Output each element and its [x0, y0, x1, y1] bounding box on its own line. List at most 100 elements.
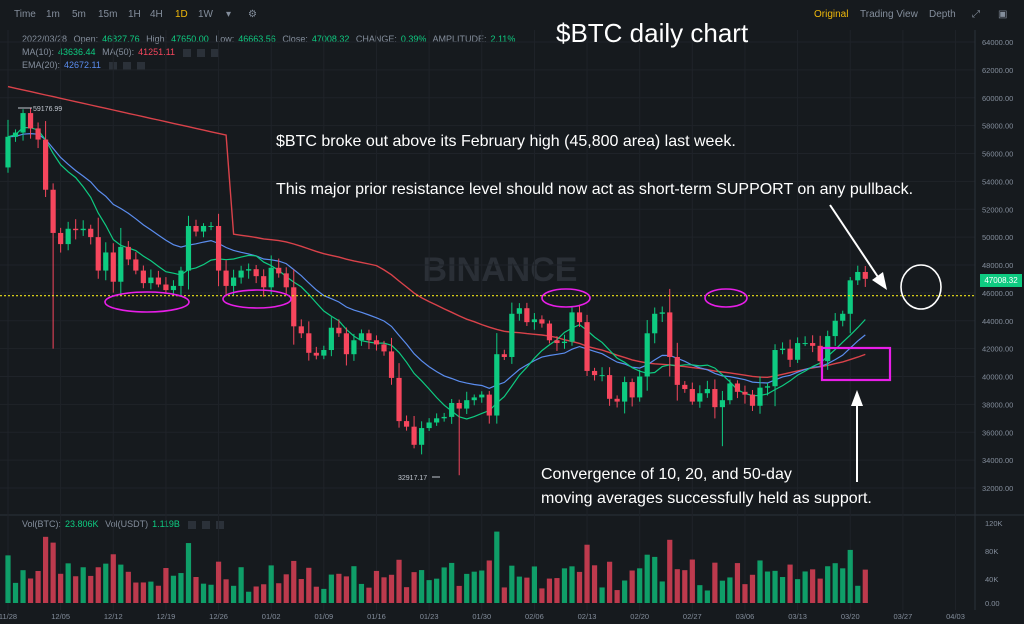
interval-dropdown-icon[interactable]: ▾ [226, 9, 232, 20]
high-value: 47650.00 [171, 34, 209, 44]
view-trading-view[interactable]: Trading View [860, 9, 918, 20]
volume-bar [682, 570, 688, 603]
settings-icon[interactable] [197, 48, 206, 57]
price-tick: 42000.00 [982, 345, 1013, 354]
date-tick: 02/06 [525, 612, 544, 621]
interval-15m[interactable]: 15m [98, 9, 118, 20]
volume-bar [80, 567, 86, 603]
date-tick: 03/27 [893, 612, 912, 621]
candle-body [554, 340, 560, 344]
volume-bar [58, 573, 64, 603]
date-tick: 01/16 [367, 612, 386, 621]
date-tick: 12/19 [157, 612, 176, 621]
interval-4h[interactable]: 4H [150, 9, 163, 20]
volume-bar [847, 549, 853, 603]
volume-bar [155, 585, 161, 603]
candle-body [178, 270, 184, 286]
volume-bar [12, 582, 19, 603]
volume-bar [689, 559, 695, 603]
volume-bar [516, 576, 522, 603]
ema20-line [7, 132, 866, 389]
candle-body [388, 351, 395, 378]
view-depth[interactable]: Depth [929, 9, 956, 20]
price-tick: 34000.00 [982, 456, 1013, 465]
volume-bar [584, 544, 590, 603]
date-tick: 12/12 [104, 612, 123, 621]
volume-bar [200, 583, 207, 603]
volume-bar [140, 582, 146, 603]
candle-body [200, 225, 207, 232]
price-tick: 64000.00 [982, 38, 1013, 47]
amplitude-value: 2.11% [490, 34, 516, 44]
interval-1d[interactable]: 1D [175, 9, 188, 20]
chart-grid [0, 30, 1024, 610]
candle-body [148, 277, 154, 284]
candle-body [862, 271, 868, 279]
volume-bar [125, 571, 131, 603]
candle-body [787, 348, 793, 360]
volume-bar [403, 587, 410, 603]
settings-icon[interactable] [123, 61, 132, 70]
interval-5m[interactable]: 5m [72, 9, 86, 20]
fullscreen-icon[interactable]: ⤢ [972, 9, 980, 20]
volume-bar [373, 570, 380, 603]
candle-body [426, 422, 432, 429]
close-icon[interactable] [137, 61, 146, 70]
date-tick: 01/23 [420, 612, 439, 621]
close-icon[interactable] [211, 48, 220, 57]
volume-bar [163, 568, 169, 603]
eye-icon[interactable] [183, 48, 192, 57]
candle-body [749, 394, 756, 406]
volume-bar [396, 559, 402, 603]
candle-body [381, 344, 387, 352]
volume-bar [238, 567, 244, 603]
low-marker-label: 32917.17 [398, 475, 427, 482]
date-tick: 02/20 [630, 612, 649, 621]
volume-bar [554, 578, 560, 603]
eye-icon[interactable] [188, 520, 197, 529]
interval-time[interactable]: Time [14, 9, 36, 20]
settings-icon[interactable] [202, 520, 211, 529]
volume-bar [118, 564, 124, 603]
candle-body [185, 225, 192, 271]
annotation-convergence-line1: Convergence of 10, 20, and 50-day [541, 466, 792, 483]
interval-1w[interactable]: 1W [198, 9, 213, 20]
candle-body [742, 391, 748, 395]
highlight-ellipse [222, 289, 292, 309]
volume-bar [313, 586, 319, 603]
candle-body [351, 340, 357, 355]
time-axis: 11/28 12/05 12/12 12/19 12/26 01/02 01/09 01/16… [0, 612, 965, 621]
candle-body [561, 341, 568, 344]
volume-bar [381, 577, 387, 603]
volume-bar [742, 584, 748, 603]
indicator-settings-icon[interactable]: ⚙ [248, 9, 257, 20]
candle-body [73, 228, 79, 231]
close-icon[interactable] [216, 520, 225, 529]
volume-bar [110, 554, 116, 603]
view-original[interactable]: Original [814, 9, 849, 20]
interval-1m[interactable]: 1m [46, 9, 60, 20]
ma50-line [7, 85, 866, 379]
screenshot-icon[interactable]: ▣ [998, 9, 1008, 20]
candle-body [719, 400, 725, 408]
ma50-value: 41251.11 [138, 47, 175, 57]
volume-bar [276, 583, 282, 603]
high-marker-label: 59176.99 [33, 106, 62, 113]
candle-body [546, 323, 553, 341]
candle-body [283, 273, 289, 288]
volume-bar [35, 570, 41, 603]
highlight-ellipse [541, 288, 591, 308]
candle-body [12, 132, 19, 137]
ma10-line [7, 126, 866, 420]
candle-body [20, 113, 26, 133]
volume-bar [298, 579, 304, 603]
candle-body [246, 269, 252, 271]
candle-body [231, 277, 237, 286]
chart-title: $BTC daily chart [556, 18, 749, 48]
volume-bar [148, 581, 154, 603]
candle-body [734, 383, 741, 392]
volume-bar [855, 585, 861, 603]
volume-bar [479, 570, 485, 603]
interval-1h[interactable]: 1H [128, 9, 141, 20]
